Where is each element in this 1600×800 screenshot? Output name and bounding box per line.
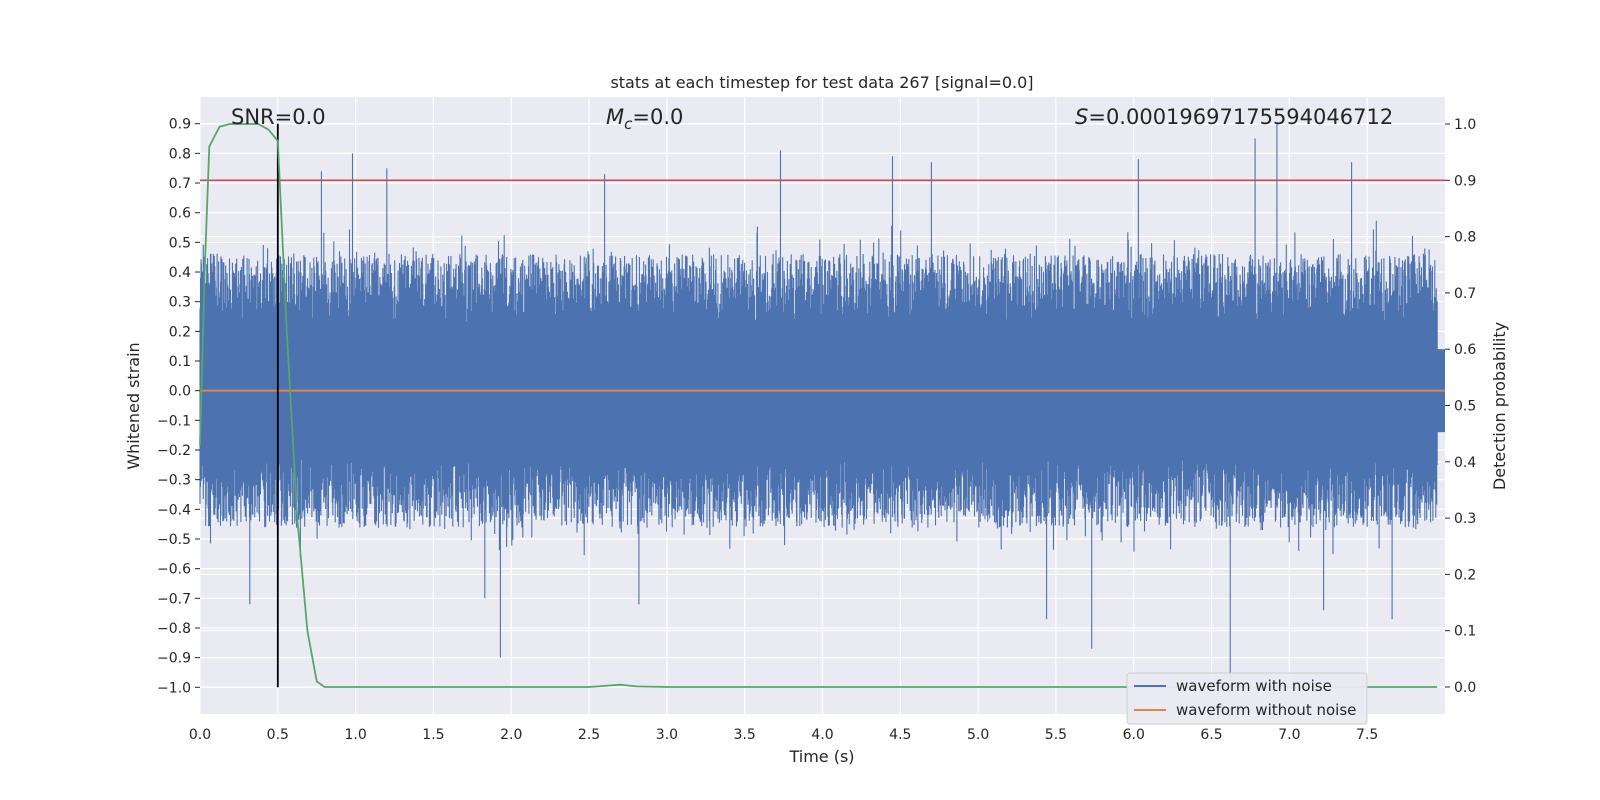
x-tick-label: 3.0	[656, 727, 678, 743]
x-tick-label: 0.5	[267, 727, 289, 743]
y2-tick-label: 0.7	[1454, 286, 1476, 302]
mc-symbol: M	[606, 105, 624, 129]
y-tick-label: 0.5	[169, 235, 191, 251]
y-tick-label: 0.8	[169, 146, 191, 162]
legend-box	[1126, 672, 1368, 725]
y-tick-label: 0.7	[169, 176, 191, 192]
mc-value: =0.0	[632, 105, 683, 129]
y-tick-label: −0.5	[157, 532, 191, 548]
y-tick-label: −0.9	[157, 651, 191, 667]
x-tick-label: 1.5	[422, 727, 444, 743]
legend-label-clean: waveform without noise	[1176, 701, 1356, 719]
chart-title: stats at each timestep for test data 267…	[610, 73, 1033, 92]
y-tick-labels: 0.9 0.8 0.7 0.6 0.5 0.4 0.3 0.2 0.1 0.0 −0.1 −0.2 −0…	[157, 117, 200, 696]
x-tick-label: 4.0	[811, 727, 833, 743]
y-tick-label: −0.4	[157, 502, 191, 518]
y2-axis-label: Detection probability	[1490, 322, 1509, 490]
y2-tick-label: 1.0	[1454, 117, 1476, 133]
s-annotation: S=0.00019697175594046712	[1075, 105, 1393, 129]
y-tick-label: −0.2	[157, 443, 191, 459]
snr-annotation: SNR=0.0	[231, 105, 326, 129]
legend-label-noise: waveform with noise	[1176, 677, 1332, 695]
s-value: =0.00019697175594046712	[1088, 105, 1393, 129]
y2-tick-labels: 1.0 0.9 0.8 0.7 0.6 0.5 0.4 0.3 0.2 0.1 0.0	[1445, 117, 1476, 696]
x-tick-label: 6.5	[1200, 727, 1222, 743]
x-tick-label: 4.5	[889, 727, 911, 743]
x-tick-label: 0.0	[189, 727, 211, 743]
y-tick-label: 0.0	[169, 384, 191, 400]
y-tick-label: 0.6	[169, 206, 191, 222]
y2-tick-label: 0.5	[1454, 399, 1476, 415]
y-tick-label: −0.8	[157, 621, 191, 637]
x-axis-label: Time (s)	[788, 747, 854, 766]
y2-tick-label: 0.1	[1454, 624, 1476, 640]
x-tick-label: 5.5	[1045, 727, 1067, 743]
series-lines	[199, 123, 1445, 688]
x-tick-labels: 0.0 0.5 1.0 1.5 2.0 2.5 3.0 3.5 4.0 4.5 5.0 5.5 6.0 6…	[189, 727, 1378, 743]
x-tick-label: 7.5	[1356, 727, 1378, 743]
y2-tick-label: 0.4	[1454, 455, 1476, 471]
y-tick-label: 0.2	[169, 324, 191, 340]
s-symbol: S	[1075, 105, 1088, 129]
mc-annotation: Mc=0.0	[606, 105, 683, 133]
y-axis-label: Whitened strain	[124, 342, 143, 469]
probability-line	[199, 123, 1438, 688]
x-tick-label: 2.0	[500, 727, 522, 743]
y2-tick-label: 0.0	[1454, 680, 1476, 696]
y2-tick-label: 0.2	[1454, 567, 1476, 583]
legend: waveform with noise waveform without noi…	[1126, 672, 1368, 725]
y-tick-label: 0.9	[169, 117, 191, 133]
y2-tick-label: 0.3	[1454, 511, 1476, 527]
y-tick-label: −0.7	[157, 591, 191, 607]
y-tick-label: −0.3	[157, 473, 191, 489]
y-tick-label: −0.6	[157, 562, 191, 578]
x-tick-label: 2.5	[578, 727, 600, 743]
x-tick-label: 6.0	[1123, 727, 1145, 743]
y2-tick-label: 0.8	[1454, 230, 1476, 246]
mc-subscript: c	[624, 115, 633, 133]
y-tick-label: 0.1	[169, 354, 191, 370]
y2-tick-label: 0.9	[1454, 173, 1476, 189]
x-tick-label: 3.5	[734, 727, 756, 743]
x-tick-label: 7.0	[1278, 727, 1300, 743]
x-tick-label: 5.0	[967, 727, 989, 743]
y-tick-label: −0.1	[157, 413, 191, 429]
y2-tick-label: 0.6	[1454, 342, 1476, 358]
y-tick-label: −1.0	[157, 680, 191, 696]
x-tick-label: 1.0	[344, 727, 366, 743]
y-tick-label: 0.3	[169, 295, 191, 311]
y-tick-label: 0.4	[169, 265, 191, 281]
